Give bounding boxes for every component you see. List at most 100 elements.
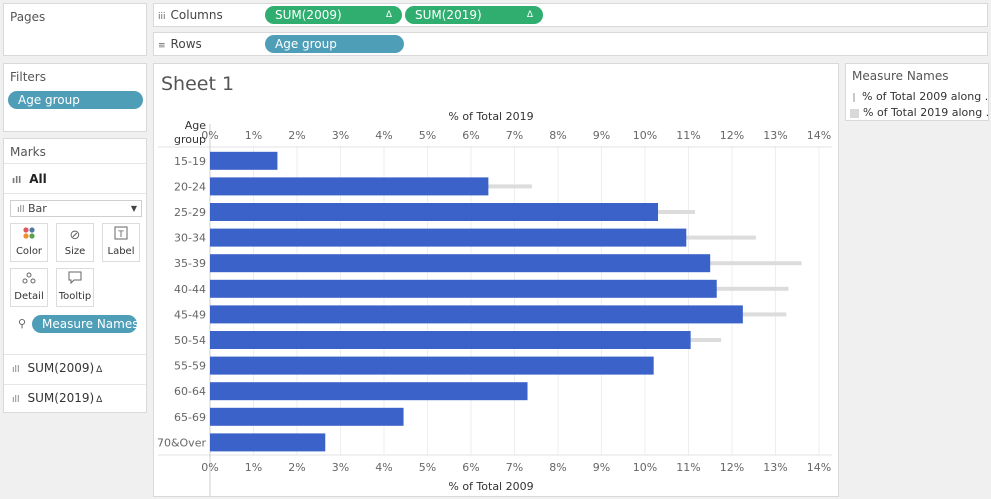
detail-icon xyxy=(11,271,47,291)
legend-panel[interactable]: Measure Names % of Total 2009 along .. %… xyxy=(845,63,989,121)
bottom-tick-label: 14% xyxy=(807,461,831,474)
marks-panel[interactable]: Marks ıll All ıll Bar ▼ Color ⊘ Size T La… xyxy=(3,138,147,413)
size-button[interactable]: ⊘ Size xyxy=(56,223,94,262)
rows-pill-age-group[interactable]: Age group xyxy=(265,35,404,53)
sheet-title: Sheet 1 xyxy=(161,73,235,95)
row-header-label: group xyxy=(174,133,206,146)
size-icon: ⊘ xyxy=(69,228,81,243)
bottom-tick-label: 0% xyxy=(201,461,218,474)
rows-shelf[interactable]: ≡ Rows Age group xyxy=(153,32,988,56)
bar-2009 xyxy=(210,279,717,298)
top-tick-label: 5% xyxy=(419,129,436,142)
top-tick-label: 6% xyxy=(462,129,479,142)
top-tick-label: 12% xyxy=(720,129,744,142)
top-tick-label: 7% xyxy=(506,129,523,142)
color-icon: ⚲ xyxy=(18,317,27,330)
measure-names-pill[interactable]: Measure Names xyxy=(32,315,138,333)
bottom-tick-label: 4% xyxy=(375,461,392,474)
top-tick-label: 0% xyxy=(201,129,218,142)
bar-2009 xyxy=(210,203,659,221)
delta-icon: Δ xyxy=(385,10,392,20)
color-button[interactable]: Color xyxy=(10,223,48,262)
columns-shelf[interactable]: iii Columns SUM(2009) Δ SUM(2019) Δ xyxy=(153,3,988,27)
rows-shelf-label: ≡ Rows xyxy=(158,37,202,51)
category-label: 35-39 xyxy=(174,257,206,270)
divider xyxy=(4,354,146,355)
delta-icon: Δ xyxy=(526,10,533,20)
bar-chart-icon: ıll xyxy=(12,395,20,405)
top-tick-label: 14% xyxy=(807,129,831,142)
tooltip-button[interactable]: Tooltip xyxy=(56,268,94,307)
measure-row-sum2019[interactable]: ıll SUM(2019) Δ xyxy=(12,391,103,405)
bottom-tick-label: 13% xyxy=(763,461,787,474)
row-header-label: Age xyxy=(185,119,207,132)
columns-pill-sum2019[interactable]: SUM(2019) Δ xyxy=(405,6,543,24)
divider xyxy=(4,163,146,164)
legend-swatch xyxy=(850,108,859,118)
rows-icon: ≡ xyxy=(158,41,166,51)
legend-item-2019[interactable]: % of Total 2019 along .. xyxy=(850,106,988,119)
top-tick-label: 4% xyxy=(375,129,392,142)
delta-icon: Δ xyxy=(96,365,103,375)
bottom-tick-label: 2% xyxy=(288,461,305,474)
measure-row-sum2009[interactable]: ıll SUM(2009) Δ xyxy=(12,361,103,375)
columns-icon: iii xyxy=(158,12,166,22)
bar-chart: 0% 0% 1% 1% 2% 2% 3% 3% 4% 4% 5% 5% 6% 6% 7% 7% 8% 8% 9% 9%… xyxy=(157,110,832,496)
marks-all-card[interactable]: ıll All xyxy=(12,172,47,186)
category-label: 50-54 xyxy=(174,334,206,347)
bottom-tick-label: 5% xyxy=(419,461,436,474)
filters-title: Filters xyxy=(10,70,46,84)
bar-2009 xyxy=(210,433,326,452)
delta-icon: Δ xyxy=(96,395,103,405)
worksheet-view[interactable]: Sheet 1 0% 0% 1% 1% 2% 2% 3% 3% 4% 4% 5% 5% 6% 6% 7% 7%… xyxy=(153,63,839,497)
legend-title: Measure Names xyxy=(852,69,949,83)
bottom-tick-label: 1% xyxy=(245,461,262,474)
bar-2009 xyxy=(210,228,687,247)
bottom-tick-label: 8% xyxy=(549,461,566,474)
category-label: 20-24 xyxy=(174,180,206,193)
bar-2009 xyxy=(210,331,691,349)
bar-2009 xyxy=(210,356,654,375)
bottom-tick-label: 11% xyxy=(676,461,700,474)
bottom-tick-label: 9% xyxy=(593,461,610,474)
pages-panel[interactable]: Pages xyxy=(3,3,147,56)
filters-panel[interactable]: Filters Age group xyxy=(3,63,147,132)
bar-2009 xyxy=(210,254,711,273)
pages-title: Pages xyxy=(10,10,46,24)
legend-item-2009[interactable]: % of Total 2009 along .. xyxy=(850,90,988,103)
category-label: 60-64 xyxy=(174,385,206,398)
top-tick-label: 11% xyxy=(676,129,700,142)
label-icon: T xyxy=(103,226,139,246)
filter-pill-age-group[interactable]: Age group xyxy=(8,91,143,109)
detail-button[interactable]: Detail xyxy=(10,268,48,307)
category-label: 40-44 xyxy=(174,283,206,296)
tooltip-icon xyxy=(57,271,93,291)
divider xyxy=(4,384,146,385)
bottom-tick-label: 12% xyxy=(720,461,744,474)
svg-text:T: T xyxy=(117,230,124,240)
category-label: 70&Over xyxy=(157,436,207,449)
columns-pill-sum2009[interactable]: SUM(2009) Δ xyxy=(265,6,402,24)
category-label: 65-69 xyxy=(174,411,206,424)
legend-swatch xyxy=(853,92,855,102)
bar-2009 xyxy=(210,177,489,196)
bar-chart-icon: ıll xyxy=(17,205,25,215)
top-tick-label: 2% xyxy=(288,129,305,142)
color-dots-icon xyxy=(11,226,47,246)
category-label: 30-34 xyxy=(174,232,206,245)
bottom-tick-label: 3% xyxy=(332,461,349,474)
category-label: 15-19 xyxy=(174,155,206,168)
bar-2009 xyxy=(210,382,528,401)
top-axis-title: % of Total 2019 xyxy=(448,110,533,123)
columns-shelf-label: iii Columns xyxy=(158,8,223,22)
category-label: 55-59 xyxy=(174,360,206,373)
bottom-tick-label: 6% xyxy=(462,461,479,474)
top-tick-label: 1% xyxy=(245,129,262,142)
top-tick-label: 3% xyxy=(332,129,349,142)
bar-2009 xyxy=(210,151,278,170)
label-button[interactable]: T Label xyxy=(102,223,140,262)
mark-type-dropdown[interactable]: ıll Bar ▼ xyxy=(10,200,142,217)
bar-chart-icon: ıll xyxy=(12,365,20,375)
bar-2009 xyxy=(210,407,404,426)
top-tick-label: 8% xyxy=(549,129,566,142)
